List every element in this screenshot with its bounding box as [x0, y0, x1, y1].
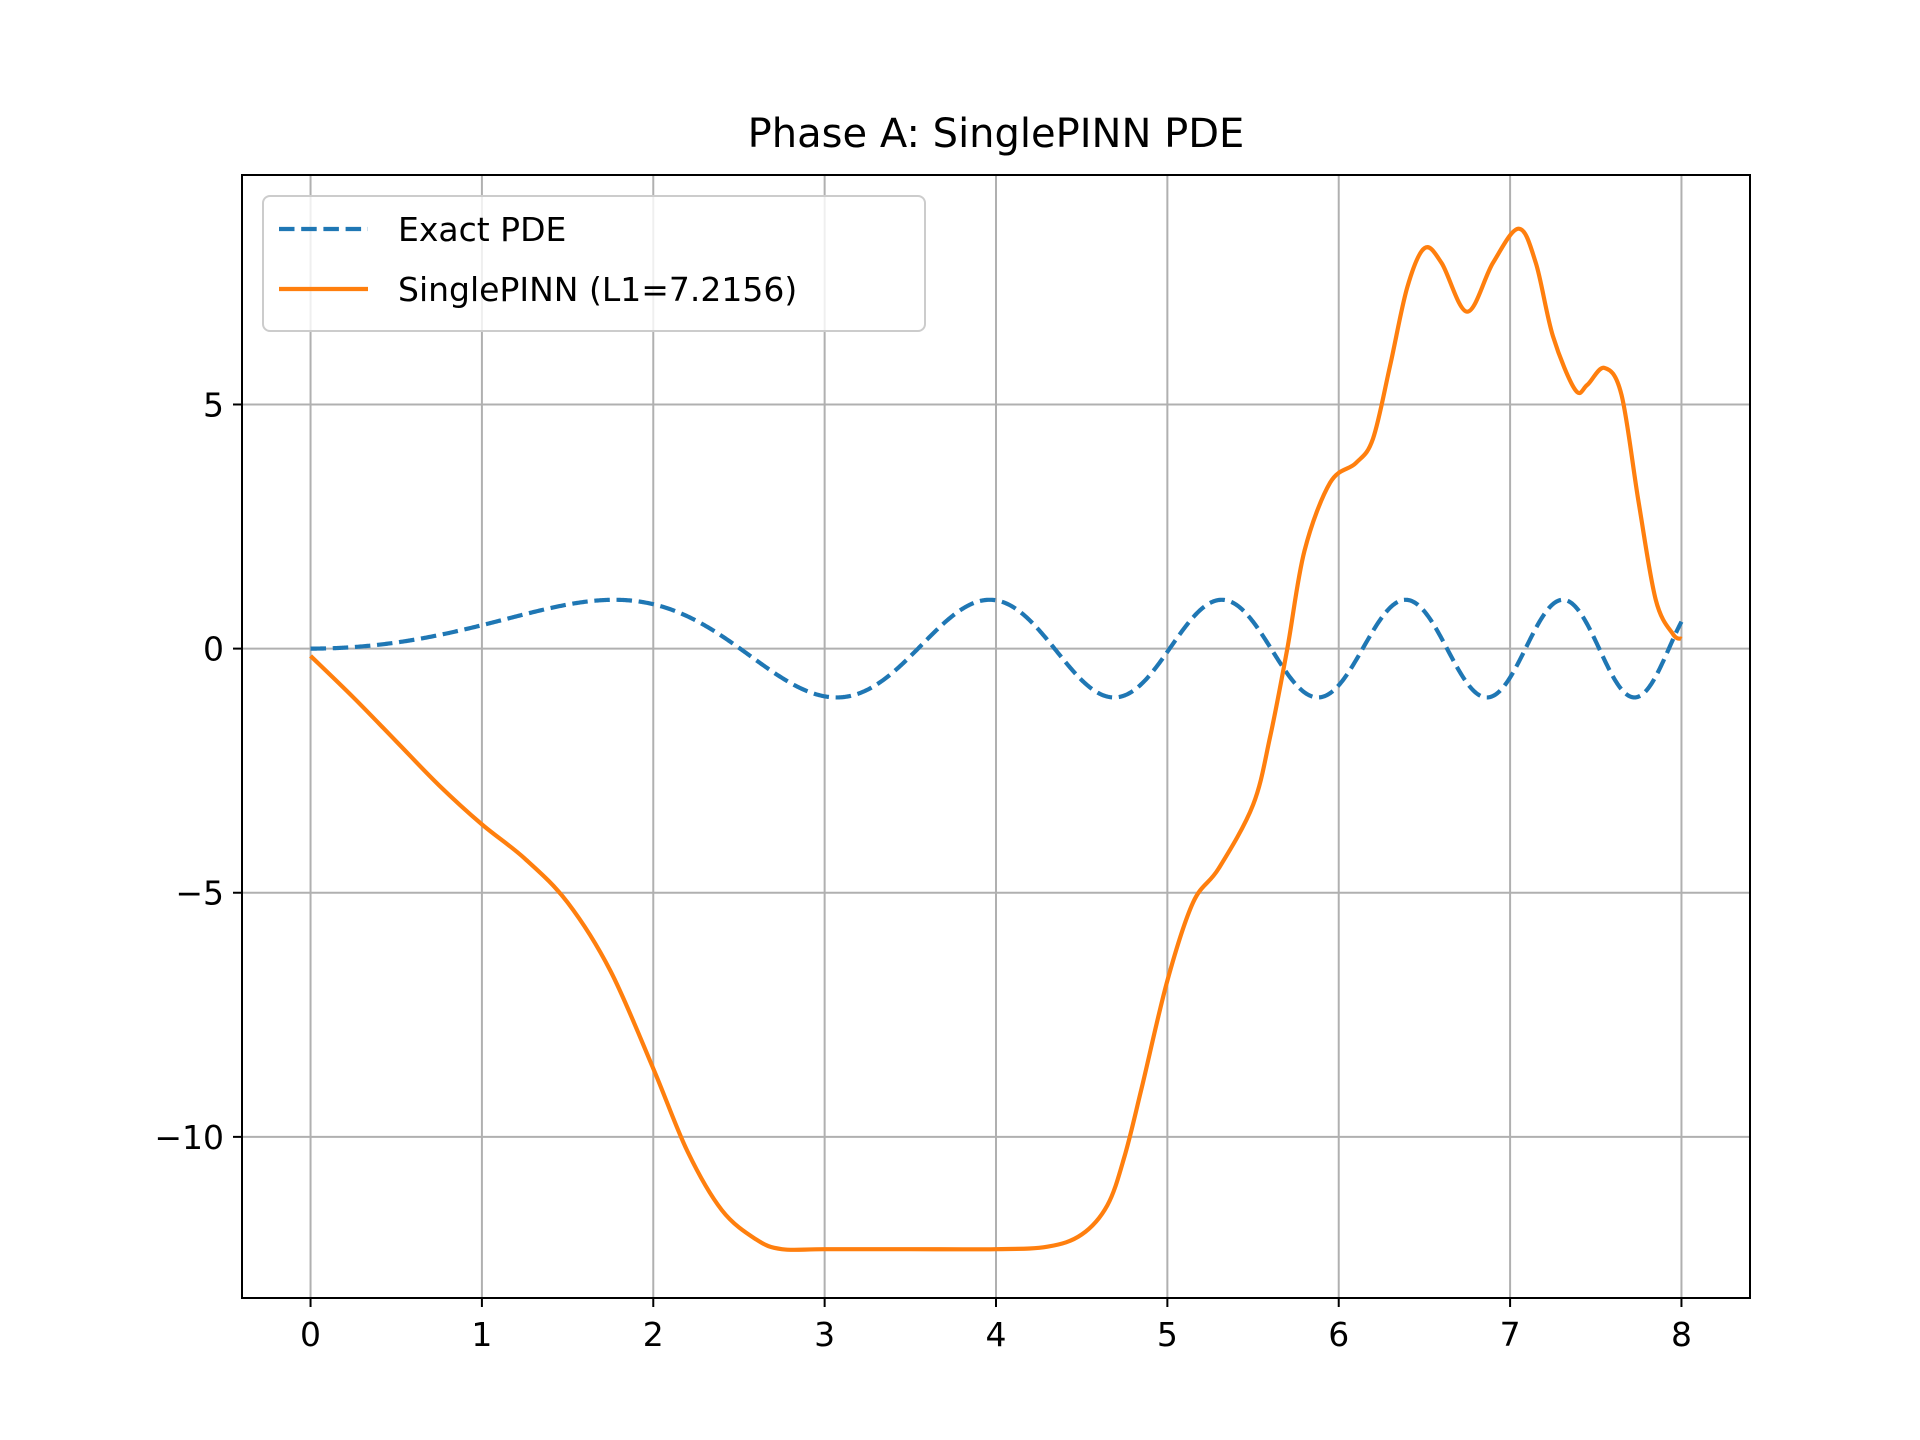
legend: Exact PDE SinglePINN (L1=7.2156) [262, 195, 926, 332]
series-line-singlepinn [309, 226, 1683, 1252]
y-tick-label: 5 [203, 385, 224, 424]
x-tick-label: 7 [1500, 1315, 1521, 1354]
y-tick-label: 0 [203, 630, 224, 669]
legend-label: Exact PDE [398, 210, 566, 249]
legend-box [262, 195, 926, 332]
series-line-exact-pde [309, 597, 1684, 700]
x-tick-label: 2 [643, 1315, 664, 1354]
ticks: 0 1 2 3 4 5 6 7 8 −10 −5 0 5 [154, 385, 1692, 1354]
x-tick-label: 3 [814, 1315, 835, 1354]
x-tick-label: 6 [1328, 1315, 1349, 1354]
x-tick-label: 1 [471, 1315, 492, 1354]
series-layer [309, 226, 1684, 1252]
x-tick-label: 5 [1157, 1315, 1178, 1354]
x-tick-label: 8 [1671, 1315, 1692, 1354]
x-tick-label: 0 [300, 1315, 321, 1354]
legend-label: SinglePINN (L1=7.2156) [398, 270, 797, 309]
y-tick-label: −5 [175, 874, 224, 913]
chart-title: Phase A: SinglePINN PDE [748, 111, 1245, 157]
y-tick-label: −10 [154, 1118, 224, 1157]
grid [242, 175, 1750, 1298]
x-tick-label: 4 [986, 1315, 1007, 1354]
